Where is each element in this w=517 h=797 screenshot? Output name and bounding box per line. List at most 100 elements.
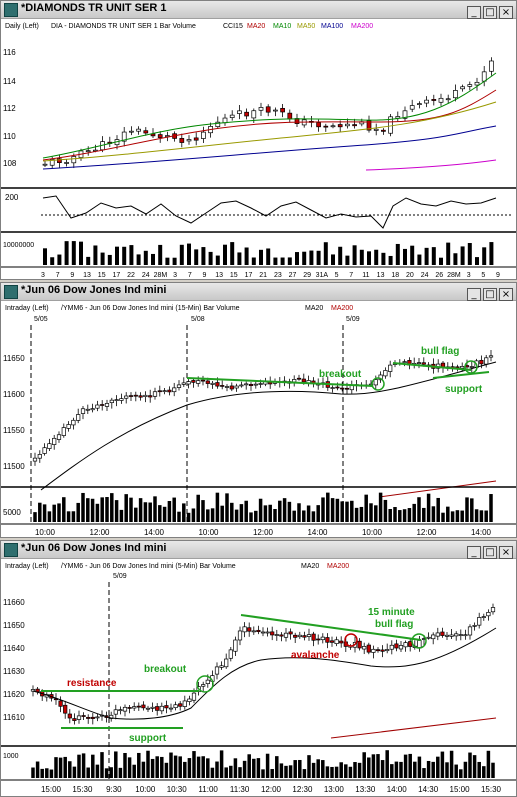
price-bar	[167, 389, 172, 393]
price-bar	[173, 704, 178, 709]
minimize-button[interactable]: _	[467, 546, 481, 559]
title-bar[interactable]: *Jun 06 Dow Jones Ind mini _ □ ×	[1, 541, 516, 559]
intraday-15min-chart[interactable]: Intraday (Left) /YMM6 - Jun 06 Dow Jones…	[1, 300, 516, 538]
price-bar	[383, 370, 388, 377]
volume-bar	[388, 508, 392, 522]
price-bar	[440, 631, 445, 636]
price-tick: 116	[3, 48, 16, 57]
volume-bar	[398, 510, 402, 522]
volume-bar	[201, 500, 205, 522]
price-bar	[182, 700, 187, 707]
minimize-button[interactable]: _	[467, 6, 481, 19]
volume-bar	[122, 246, 127, 265]
volume-bar	[270, 769, 274, 778]
volume-bar	[172, 257, 177, 265]
intraday-5min-chart[interactable]: Intraday (Left) /YMM6 - Jun 06 Dow Jones…	[1, 558, 516, 797]
price-bar	[260, 631, 266, 634]
close-button[interactable]: ×	[499, 288, 513, 301]
close-button[interactable]: ×	[499, 6, 513, 19]
volume-bar	[374, 249, 379, 265]
price-bar	[81, 715, 86, 717]
x-tick-label: 13	[83, 272, 91, 279]
volume-bar	[153, 496, 157, 522]
volume-bar	[208, 251, 213, 265]
title-bar[interactable]: *DIAMONDS TR UNIT SER 1 _ □ ×	[1, 1, 516, 19]
price-bar	[388, 116, 393, 134]
volume-bar	[252, 758, 256, 778]
volume-bar	[229, 765, 233, 778]
x-tick-label: 13:00	[324, 785, 345, 794]
volume-bar	[352, 245, 357, 265]
price-bar	[162, 390, 167, 393]
volume-bar	[90, 498, 95, 522]
volume-bar	[136, 254, 141, 265]
price-bar	[454, 633, 459, 637]
minimize-button[interactable]: _	[467, 288, 481, 301]
price-bar	[133, 394, 138, 397]
volume-bar	[491, 762, 495, 778]
volume-bars	[43, 241, 494, 265]
volume-bar	[273, 257, 278, 265]
volume-bar	[436, 497, 440, 522]
maximize-button[interactable]: □	[483, 6, 497, 19]
price-tick: 108	[3, 159, 17, 168]
price-bar	[85, 408, 90, 411]
price-bar	[337, 124, 343, 128]
price-bar	[323, 125, 329, 128]
price-tick: 11650	[3, 621, 25, 630]
volume-bar	[293, 760, 297, 778]
price-bar	[239, 384, 244, 387]
price-bar	[265, 106, 271, 113]
volume-bar	[256, 758, 261, 778]
price-bar	[228, 649, 233, 659]
price-bar	[467, 626, 473, 636]
x-tick-label: 5	[481, 272, 485, 279]
daily-chart[interactable]: Daily (Left) DIA - DIAMONDS TR UNIT SER …	[1, 18, 516, 280]
price-bar	[229, 114, 235, 118]
price-bar	[71, 419, 76, 426]
volume-bar	[146, 750, 150, 778]
price-bar	[148, 395, 153, 398]
price-bar	[229, 385, 234, 390]
price-bar	[409, 105, 415, 110]
volume-bar	[114, 500, 119, 522]
price-bar	[95, 716, 100, 719]
maximize-button[interactable]: □	[483, 288, 497, 301]
volume-bar	[412, 503, 416, 522]
price-bar	[373, 128, 379, 131]
x-tick-label: 7	[349, 272, 353, 279]
chart-window-5min: *Jun 06 Dow Jones Ind mini _ □ × Intraday …	[0, 540, 517, 797]
close-button[interactable]: ×	[499, 546, 513, 559]
price-bar	[316, 638, 321, 641]
x-tick-label: 11:30	[230, 785, 250, 794]
volume-bar	[383, 499, 388, 522]
price-bar	[61, 427, 66, 436]
price-tick: 11500	[3, 462, 25, 471]
x-tick-label: 7	[56, 272, 60, 279]
volume-bar	[334, 766, 339, 778]
price-bars	[32, 350, 494, 466]
price-tick: 11620	[3, 690, 25, 699]
x-tick-label: 14:00	[144, 528, 165, 537]
price-bar	[64, 162, 69, 164]
price-bar	[334, 639, 339, 645]
volume-bar	[440, 751, 445, 778]
price-bar	[375, 649, 381, 652]
maximize-button[interactable]: □	[483, 546, 497, 559]
x-tick-label: 10:00	[135, 785, 156, 794]
x-tick-label: 29	[303, 272, 311, 279]
price-bar	[114, 399, 119, 401]
volume-bar	[263, 505, 268, 522]
price-bar	[121, 131, 127, 142]
volume-bar	[441, 512, 445, 522]
price-bar	[42, 163, 48, 166]
volume-bar	[399, 761, 403, 778]
volume-bar	[134, 507, 138, 522]
volume-bar	[54, 757, 58, 778]
volume-bar	[268, 504, 272, 522]
volume-bar	[459, 769, 463, 778]
price-bar	[474, 81, 480, 86]
title-bar[interactable]: *Jun 06 Dow Jones Ind mini _ □ ×	[1, 283, 516, 301]
volume-bar	[141, 761, 146, 778]
volume-bar	[417, 497, 421, 522]
